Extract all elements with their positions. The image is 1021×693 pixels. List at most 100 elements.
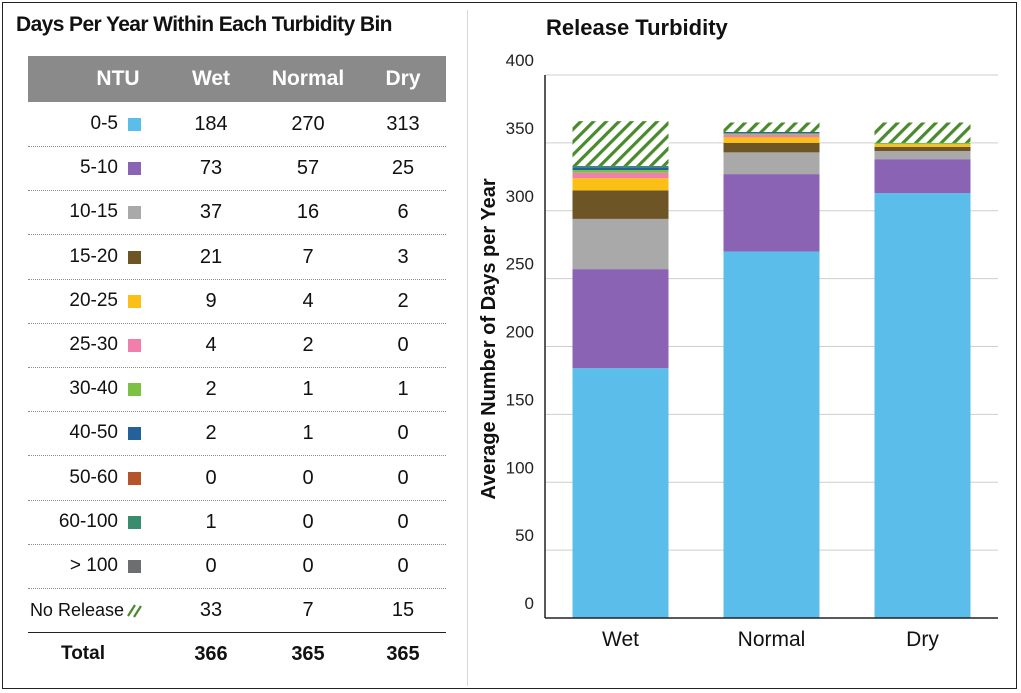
total-dry: 365: [386, 643, 420, 666]
bar-segment-normal-0: [723, 251, 820, 618]
table-row: 5-10 73 57 25: [28, 146, 446, 192]
color-swatch: [128, 339, 141, 352]
table-row: 15-20 21 7 3: [28, 235, 446, 280]
cell-wet: 73: [199, 157, 223, 180]
bar-segment-wet-2: [572, 218, 669, 270]
row-ntu-label: 20-25: [69, 289, 118, 311]
y-tick-label: 50: [515, 526, 534, 545]
cell-dry: 0: [397, 555, 409, 577]
table-row: 10-15 37 16 6: [28, 190, 446, 236]
cell-normal: 4: [302, 289, 314, 312]
cell-wet: 9: [205, 289, 217, 312]
total-label: Total: [61, 643, 105, 665]
color-swatch: [128, 560, 141, 573]
y-tick-label: 400: [506, 51, 534, 70]
bar-segment-normal-7: [723, 132, 820, 134]
x-tick-label: Normal: [738, 628, 806, 651]
cell-dry: 1: [397, 378, 409, 401]
cell-wet: 37: [199, 201, 223, 224]
bar-segment-wet-0: [572, 368, 669, 618]
cell-dry: 15: [391, 599, 415, 622]
table-row: 20-25 9 4 2: [28, 279, 446, 324]
y-tick-label: 350: [506, 119, 534, 138]
bar-segment-normal-4: [723, 137, 820, 143]
table-header-row: NTU Wet Normal Dry: [28, 56, 446, 102]
color-swatch: [128, 250, 141, 264]
cell-wet: 21: [199, 245, 223, 268]
bar-segment-wet-4: [572, 178, 669, 191]
y-tick-label: 200: [506, 323, 534, 342]
bars: [572, 121, 971, 619]
bar-segment-wet-1: [572, 269, 669, 369]
cell-dry: 313: [386, 113, 420, 135]
hatch-swatch-icon: [127, 604, 142, 618]
cell-dry: 0: [397, 510, 409, 533]
header-normal: Normal: [271, 67, 345, 90]
bar-segment-dry-11: [874, 122, 971, 143]
cell-wet: 1: [205, 510, 217, 533]
x-tick-label: Wet: [602, 628, 639, 651]
color-swatch: [128, 162, 141, 176]
bar-segment-normal-1: [723, 174, 820, 252]
bar-segment-normal-5: [723, 134, 820, 138]
bar-segment-dry-1: [874, 159, 971, 194]
cell-dry: 2: [397, 289, 409, 312]
bar-segment-wet-11: [572, 121, 669, 166]
table-row: 50-60 0 0 0: [28, 456, 446, 501]
table-row: > 100 0 0 0: [28, 544, 446, 589]
y-tick-label: 150: [506, 390, 534, 409]
bar-segment-wet-3: [572, 190, 669, 219]
bar-segment-wet-6: [572, 170, 669, 173]
cell-normal: 270: [291, 113, 325, 135]
cell-normal: 0: [302, 510, 314, 533]
chart-title: Release Turbidity: [546, 15, 728, 40]
cell-dry: 3: [397, 245, 409, 268]
row-ntu-label: 50-60: [69, 466, 118, 488]
bar-segment-normal-11: [723, 122, 820, 133]
cell-normal: 7: [302, 245, 314, 268]
color-swatch: [128, 427, 141, 441]
bar-segment-normal-6: [723, 133, 820, 135]
bar-segment-wet-9: [572, 165, 669, 168]
cell-normal: 2: [302, 334, 314, 356]
header-dry: Dry: [385, 67, 421, 90]
color-swatch: [128, 206, 141, 220]
table-row: 30-40 2 1 1: [28, 367, 446, 413]
color-swatch: [128, 515, 141, 529]
cell-normal: 16: [296, 201, 320, 224]
table-row: 60-100 1 0 0: [28, 500, 446, 545]
cell-normal: 57: [296, 157, 320, 180]
y-tick-label: 0: [525, 594, 534, 613]
bar-segment-wet-7: [572, 167, 669, 171]
bar-segment-normal-2: [723, 152, 820, 175]
bar-segment-wet-5: [572, 172, 669, 179]
total-normal: 365: [291, 643, 325, 666]
row-ntu-label: 5-10: [79, 157, 118, 179]
table-title: Days Per Year Within Each Turbidity Bin: [16, 13, 393, 36]
color-swatch: [128, 383, 141, 397]
y-tick-label: 300: [506, 187, 534, 206]
row-ntu-label: > 100: [69, 555, 118, 576]
bar-segment-dry-3: [874, 146, 971, 152]
cell-normal: 1: [302, 378, 314, 401]
color-swatch: [128, 471, 141, 485]
cell-normal: 0: [302, 555, 314, 577]
panel-divider: [467, 10, 468, 686]
cell-wet: 0: [205, 466, 217, 489]
total-separator: [28, 632, 446, 634]
cell-wet: 0: [205, 555, 217, 577]
table-row: 40-50 2 1 0: [28, 411, 446, 457]
cell-dry: 0: [397, 422, 409, 445]
row-ntu-label: 60-100: [58, 510, 118, 532]
table-row: 25-30 4 2 0: [28, 323, 446, 368]
y-tick-label: 100: [506, 458, 534, 477]
bar-segment-dry-6: [874, 142, 971, 145]
row-ntu-label: 40-50: [69, 422, 118, 444]
row-ntu-label: 15-20: [69, 245, 118, 267]
total-wet: 366: [194, 643, 228, 666]
cell-wet: 2: [205, 378, 217, 401]
cell-normal: 7: [302, 599, 314, 622]
cell-dry: 0: [397, 466, 409, 489]
